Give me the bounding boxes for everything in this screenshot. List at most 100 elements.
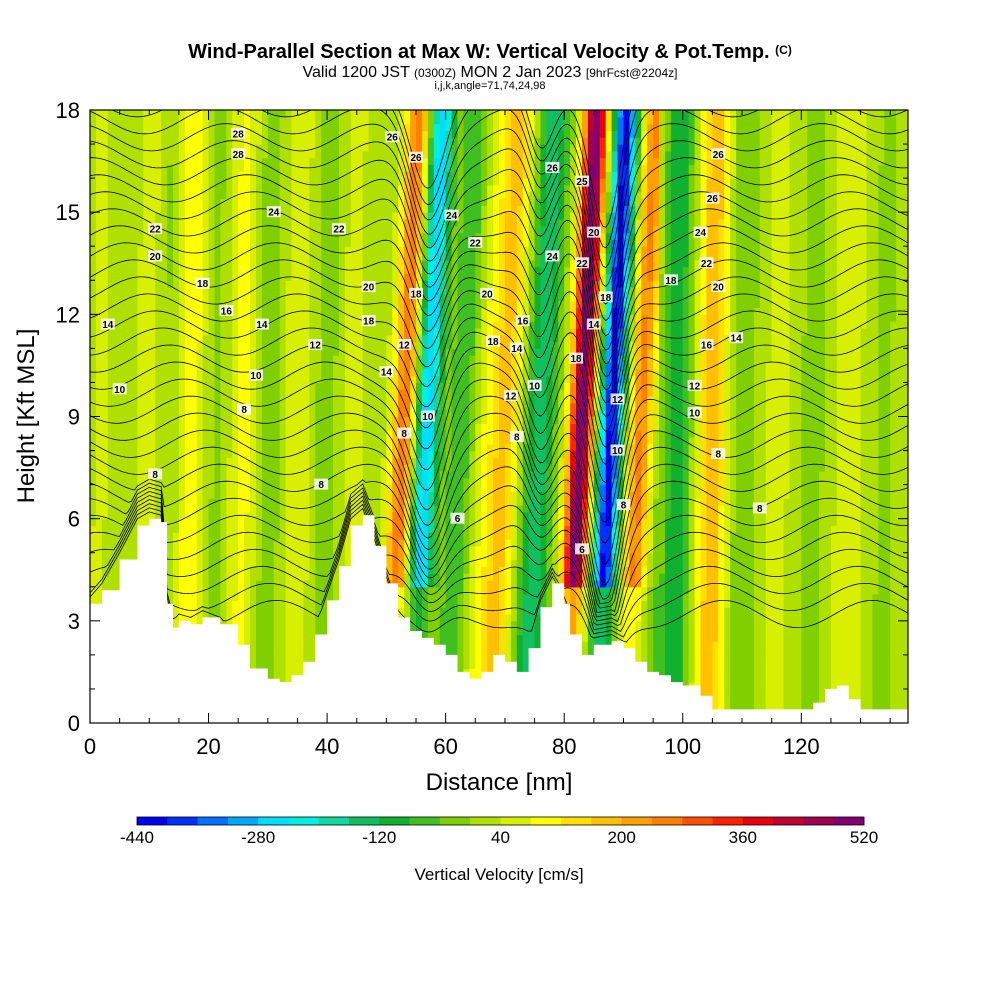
- velocity-cell: [161, 396, 168, 404]
- velocity-cell: [279, 212, 287, 220]
- velocity-cell: [113, 484, 121, 493]
- velocity-cell: [161, 511, 168, 520]
- velocity-cell: [374, 450, 382, 458]
- velocity-cell: [344, 130, 352, 138]
- velocity-cell: [131, 110, 139, 118]
- velocity-cell: [327, 552, 334, 561]
- velocity-cell: [392, 375, 399, 384]
- velocity-cell: [344, 280, 352, 288]
- velocity-cell: [315, 287, 322, 295]
- velocity-cell: [119, 525, 127, 533]
- velocity-cell: [119, 505, 127, 513]
- velocity-cell: [101, 396, 109, 404]
- velocity-cell: [155, 280, 162, 288]
- velocity-cell: [338, 470, 346, 479]
- velocity-cell: [167, 402, 174, 411]
- velocity-cell: [178, 382, 186, 390]
- velocity-cell: [291, 314, 299, 322]
- velocity-cell: [202, 225, 210, 234]
- velocity-cell: [404, 464, 411, 472]
- velocity-cell: [273, 368, 281, 377]
- velocity-cell: [303, 443, 310, 452]
- velocity-cell: [119, 212, 127, 220]
- velocity-cell: [167, 355, 174, 363]
- velocity-cell: [386, 171, 393, 179]
- velocity-cell: [214, 593, 222, 601]
- velocity-cell: [113, 539, 121, 547]
- velocity-cell: [374, 164, 382, 172]
- velocity-cell: [178, 212, 186, 220]
- velocity-cell: [285, 396, 293, 404]
- velocity-cell: [137, 246, 144, 254]
- velocity-cell: [131, 253, 139, 261]
- velocity-cell: [226, 232, 233, 241]
- velocity-cell: [250, 511, 257, 520]
- velocity-cell: [125, 137, 133, 145]
- velocity-cell: [356, 253, 364, 261]
- velocity-cell: [309, 293, 316, 302]
- velocity-cell: [250, 484, 257, 493]
- velocity-cell: [297, 137, 304, 145]
- velocity-cell: [309, 137, 316, 145]
- velocity-cell: [315, 511, 322, 520]
- velocity-cell: [208, 559, 216, 567]
- velocity-cell: [238, 280, 245, 288]
- velocity-cell: [190, 430, 198, 438]
- velocity-cell: [167, 205, 174, 213]
- velocity-cell: [279, 545, 287, 554]
- velocity-cell: [368, 382, 376, 390]
- velocity-cell: [107, 470, 115, 479]
- velocity-cell: [315, 239, 322, 247]
- velocity-cell: [250, 607, 257, 615]
- velocity-cell: [167, 559, 174, 567]
- velocity-cell: [267, 545, 275, 554]
- velocity-cell: [255, 259, 263, 268]
- velocity-cell: [297, 368, 304, 377]
- velocity-cell: [155, 150, 162, 159]
- velocity-cell: [398, 470, 405, 479]
- velocity-cell: [172, 614, 180, 622]
- velocity-cell: [190, 505, 198, 513]
- velocity-cell: [410, 525, 417, 533]
- velocity-cell: [125, 184, 133, 193]
- velocity-cell: [161, 375, 168, 384]
- velocity-cell: [344, 293, 352, 302]
- velocity-cell: [131, 225, 139, 234]
- velocity-cell: [238, 464, 245, 472]
- velocity-cell: [309, 287, 316, 295]
- velocity-cell: [196, 443, 204, 452]
- velocity-cell: [279, 389, 287, 397]
- velocity-cell: [291, 498, 299, 506]
- velocity-cell: [291, 116, 299, 125]
- velocity-cell: [285, 607, 293, 615]
- velocity-cell: [315, 368, 322, 377]
- velocity-cell: [261, 144, 269, 152]
- velocity-cell: [374, 293, 382, 302]
- velocity-cell: [143, 443, 150, 452]
- velocity-cell: [338, 348, 346, 356]
- velocity-cell: [285, 116, 293, 125]
- velocity-cell: [172, 110, 180, 118]
- velocity-cell: [273, 389, 281, 397]
- velocity-cell: [374, 191, 382, 200]
- velocity-cell: [321, 464, 328, 472]
- velocity-cell: [172, 287, 180, 295]
- velocity-cell: [214, 348, 222, 356]
- velocity-cell: [356, 280, 364, 288]
- velocity-cell: [220, 614, 227, 622]
- velocity-cell: [214, 334, 222, 343]
- velocity-cell: [214, 157, 222, 166]
- velocity-cell: [155, 191, 162, 200]
- velocity-cell: [125, 457, 133, 465]
- velocity-cell: [190, 491, 198, 499]
- velocity-cell: [244, 362, 251, 370]
- velocity-cell: [410, 491, 417, 499]
- velocity-cell: [155, 484, 162, 493]
- velocity-cell: [285, 368, 293, 377]
- velocity-cell: [344, 300, 352, 309]
- velocity-cell: [410, 620, 417, 629]
- velocity-cell: [220, 484, 227, 493]
- velocity-cell: [386, 164, 393, 172]
- velocity-cell: [333, 505, 340, 513]
- velocity-cell: [398, 450, 405, 458]
